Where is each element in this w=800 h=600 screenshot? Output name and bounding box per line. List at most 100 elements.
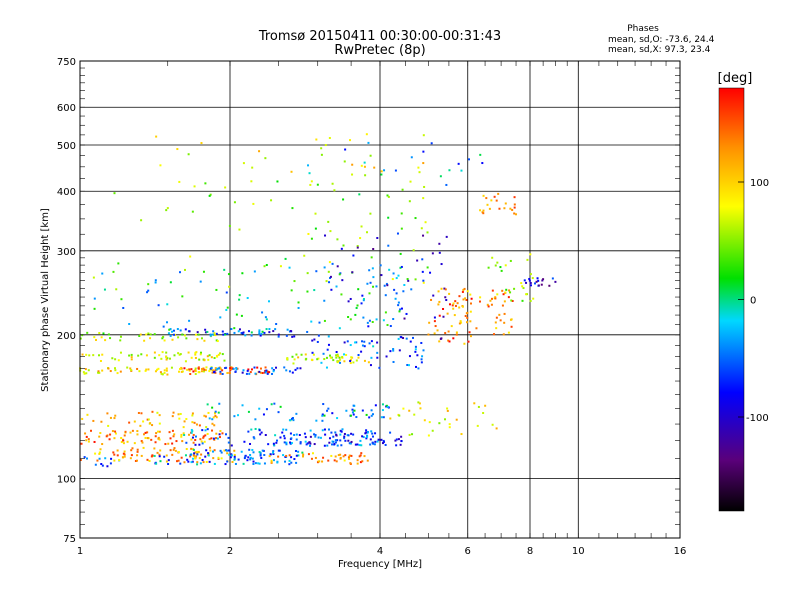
data-point (341, 355, 344, 358)
data-point (504, 264, 507, 267)
data-point (322, 403, 325, 406)
data-point (242, 331, 245, 334)
data-point (197, 333, 200, 336)
data-point (194, 353, 197, 356)
data-point (295, 461, 298, 464)
data-point (259, 453, 262, 456)
data-point (400, 336, 403, 339)
data-point (507, 331, 510, 334)
data-point (325, 366, 328, 369)
data-point (192, 433, 195, 436)
data-point (189, 373, 192, 376)
data-point (310, 320, 313, 323)
data-point (249, 458, 252, 461)
data-point (501, 289, 504, 292)
data-point (397, 337, 400, 340)
data-point (495, 316, 498, 319)
data-point (433, 316, 436, 319)
data-point (336, 353, 339, 356)
data-point (233, 454, 236, 457)
data-point (402, 407, 405, 410)
data-point (444, 332, 447, 335)
data-point (348, 454, 351, 457)
data-point (194, 456, 197, 459)
data-point (320, 153, 323, 156)
data-point (386, 324, 389, 327)
data-point (458, 295, 461, 298)
data-point (204, 182, 207, 185)
data-point (171, 442, 174, 445)
data-point (511, 208, 514, 211)
data-point (208, 438, 211, 441)
data-point (397, 274, 400, 277)
data-point (313, 433, 316, 436)
data-point (133, 442, 136, 445)
data-point (106, 412, 109, 415)
data-point (176, 460, 179, 463)
data-point (242, 162, 245, 165)
data-point (119, 339, 122, 342)
data-point (122, 306, 125, 309)
data-point (261, 449, 264, 452)
data-point (215, 437, 218, 440)
data-point (332, 440, 335, 443)
data-point (290, 437, 293, 440)
data-point (187, 153, 190, 156)
data-point (464, 315, 467, 318)
data-point (396, 232, 399, 235)
data-point (142, 433, 145, 436)
data-point (495, 327, 498, 330)
data-point (368, 269, 371, 272)
data-point (356, 304, 359, 307)
data-point (384, 311, 387, 314)
data-point (336, 361, 339, 364)
data-point (233, 201, 236, 204)
data-point (323, 319, 326, 322)
data-point (351, 408, 354, 411)
data-point (285, 443, 288, 446)
data-point (328, 261, 331, 264)
data-point (363, 340, 366, 343)
data-point (440, 287, 443, 290)
data-point (113, 453, 116, 456)
data-point (252, 462, 255, 465)
data-point (220, 457, 223, 460)
data-point (106, 465, 109, 468)
data-point (306, 290, 309, 293)
data-point (398, 349, 401, 352)
data-point (97, 370, 100, 373)
data-point (528, 277, 531, 280)
data-point (207, 454, 210, 457)
data-point (442, 315, 445, 318)
data-point (302, 455, 305, 458)
data-point (225, 291, 228, 294)
data-point (258, 370, 261, 373)
data-point (219, 316, 222, 319)
data-point (177, 451, 180, 454)
data-point (139, 424, 142, 427)
data-point (380, 416, 383, 419)
data-point (455, 418, 458, 421)
data-point (233, 449, 236, 452)
data-point (356, 443, 359, 446)
data-point (183, 434, 186, 437)
data-point (171, 338, 174, 341)
data-point (208, 417, 211, 420)
data-point (221, 432, 224, 435)
data-point (214, 371, 217, 374)
data-point (513, 206, 516, 209)
data-point (325, 356, 328, 359)
data-point (366, 459, 369, 462)
data-point (177, 459, 180, 462)
data-point (230, 453, 233, 456)
data-point (196, 331, 199, 334)
data-point (503, 312, 506, 315)
data-point (283, 437, 286, 440)
data-point (259, 454, 262, 457)
data-point (463, 287, 466, 290)
data-point (342, 455, 345, 458)
data-point (230, 444, 233, 447)
data-point (322, 352, 325, 355)
data-point (387, 244, 390, 247)
data-point (288, 419, 291, 422)
